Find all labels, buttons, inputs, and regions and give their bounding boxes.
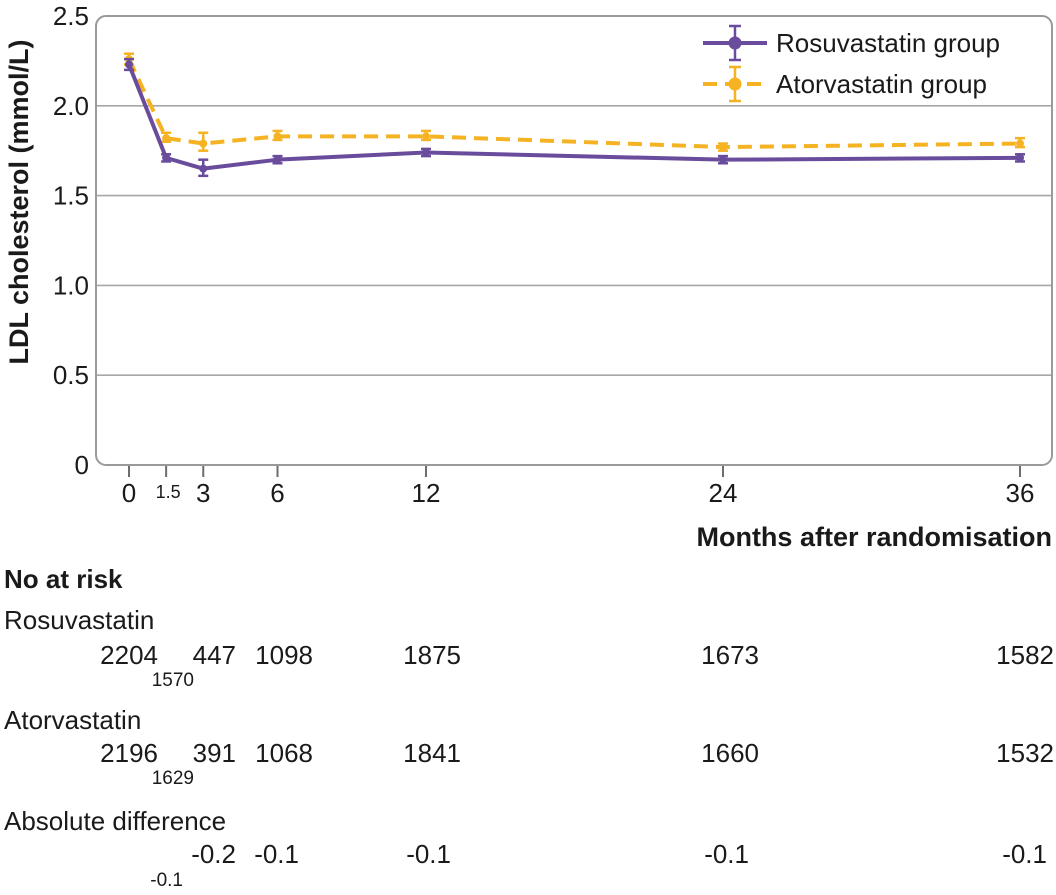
legend: Rosuvastatin group Atorvastatin group (703, 24, 1000, 103)
x-axis: 0 1.5 3 6 12 24 36 (122, 466, 1035, 508)
atorvastatin-count-0: 2196 (100, 738, 158, 768)
atorvastatin-count-36: 1532 (996, 738, 1054, 768)
x-tick-label: 1.5 (156, 482, 181, 502)
atorvastatin-count-6: 1068 (255, 738, 313, 768)
ldl-chart: 00.51.01.52.02.5 0 1.5 3 6 12 24 36 LDL choles… (4, 1, 1053, 508)
plot-frame (95, 15, 1053, 466)
y-tick-label: 1.0 (53, 270, 89, 300)
atorvastatin-count-24: 1660 (701, 738, 759, 768)
grid-lines (97, 105, 1051, 377)
data-point (1016, 153, 1024, 162)
legend-label-atorvastatin: Atorvastatin group (776, 69, 987, 99)
y-tick-label: 0 (75, 450, 89, 480)
x-tick-label: 3 (196, 478, 210, 508)
difference-36: -0.1 (1002, 839, 1047, 869)
x-tick-label: 12 (412, 478, 441, 508)
difference-row-label: Absolute difference (4, 806, 227, 836)
legend-item-rosuvastatin: Rosuvastatin group (703, 24, 1000, 62)
x-tick-label: 6 (270, 478, 284, 508)
atorvastatin-count-3: 391 (192, 738, 236, 768)
y-tick-label: 1.5 (53, 181, 89, 211)
difference-6: -0.1 (254, 839, 299, 869)
atorvastatin-count-1-5: 1629 (151, 768, 194, 789)
x-tick-label: 0 (122, 478, 136, 508)
difference-24: -0.1 (704, 839, 749, 869)
rosuvastatin-row-label: Rosuvastatin (4, 605, 155, 635)
x-axis-label: Months after randomisation (696, 522, 1052, 552)
data-point (719, 143, 727, 152)
legend-label-rosuvastatin: Rosuvastatin group (776, 28, 1000, 58)
data-point (125, 60, 133, 69)
rosuvastatin-count-36: 1582 (996, 640, 1054, 670)
difference-1-5: -0.1 (150, 870, 183, 891)
y-tick-label: 2.0 (53, 91, 89, 121)
y-axis-label: LDL cholesterol (mmol/L) (4, 39, 34, 364)
rosuvastatin-count-0: 2204 (100, 640, 158, 670)
data-point (273, 155, 282, 164)
data-point (422, 148, 430, 157)
risk-table-title: No at risk (4, 564, 123, 594)
data-point (1016, 139, 1024, 148)
data-point (719, 155, 727, 164)
y-tick-labels: 0 0.5 1.0 1.5 2.0 2.5 (53, 1, 89, 480)
rosuvastatin-count-24: 1673 (701, 640, 759, 670)
rosuvastatin-count-1-5: 1570 (151, 670, 194, 691)
y-tick-label: 2.5 (53, 1, 89, 31)
data-point (162, 134, 171, 143)
data-point (162, 153, 171, 162)
atorvastatin-row-label: Atorvastatin (4, 705, 142, 735)
x-tick-label: 24 (709, 478, 738, 508)
difference-3: -0.2 (191, 839, 236, 869)
rosuvastatin-count-12: 1875 (403, 640, 461, 670)
legend-item-atorvastatin: Atorvastatin group (703, 65, 987, 103)
atorvastatin-count-12: 1841 (403, 738, 461, 768)
y-tick-label: 0.5 (53, 360, 89, 390)
data-point (422, 132, 430, 141)
x-tick-label: 36 (1006, 478, 1035, 508)
rosuvastatin-count-6: 1098 (255, 640, 313, 670)
data-point (199, 139, 208, 148)
difference-12: -0.1 (406, 839, 451, 869)
series-rosuvastatin (124, 57, 1025, 178)
rosuvastatin-count-3: 447 (192, 640, 236, 670)
data-point (273, 132, 282, 141)
data-series (124, 52, 1025, 178)
data-point (199, 164, 208, 173)
